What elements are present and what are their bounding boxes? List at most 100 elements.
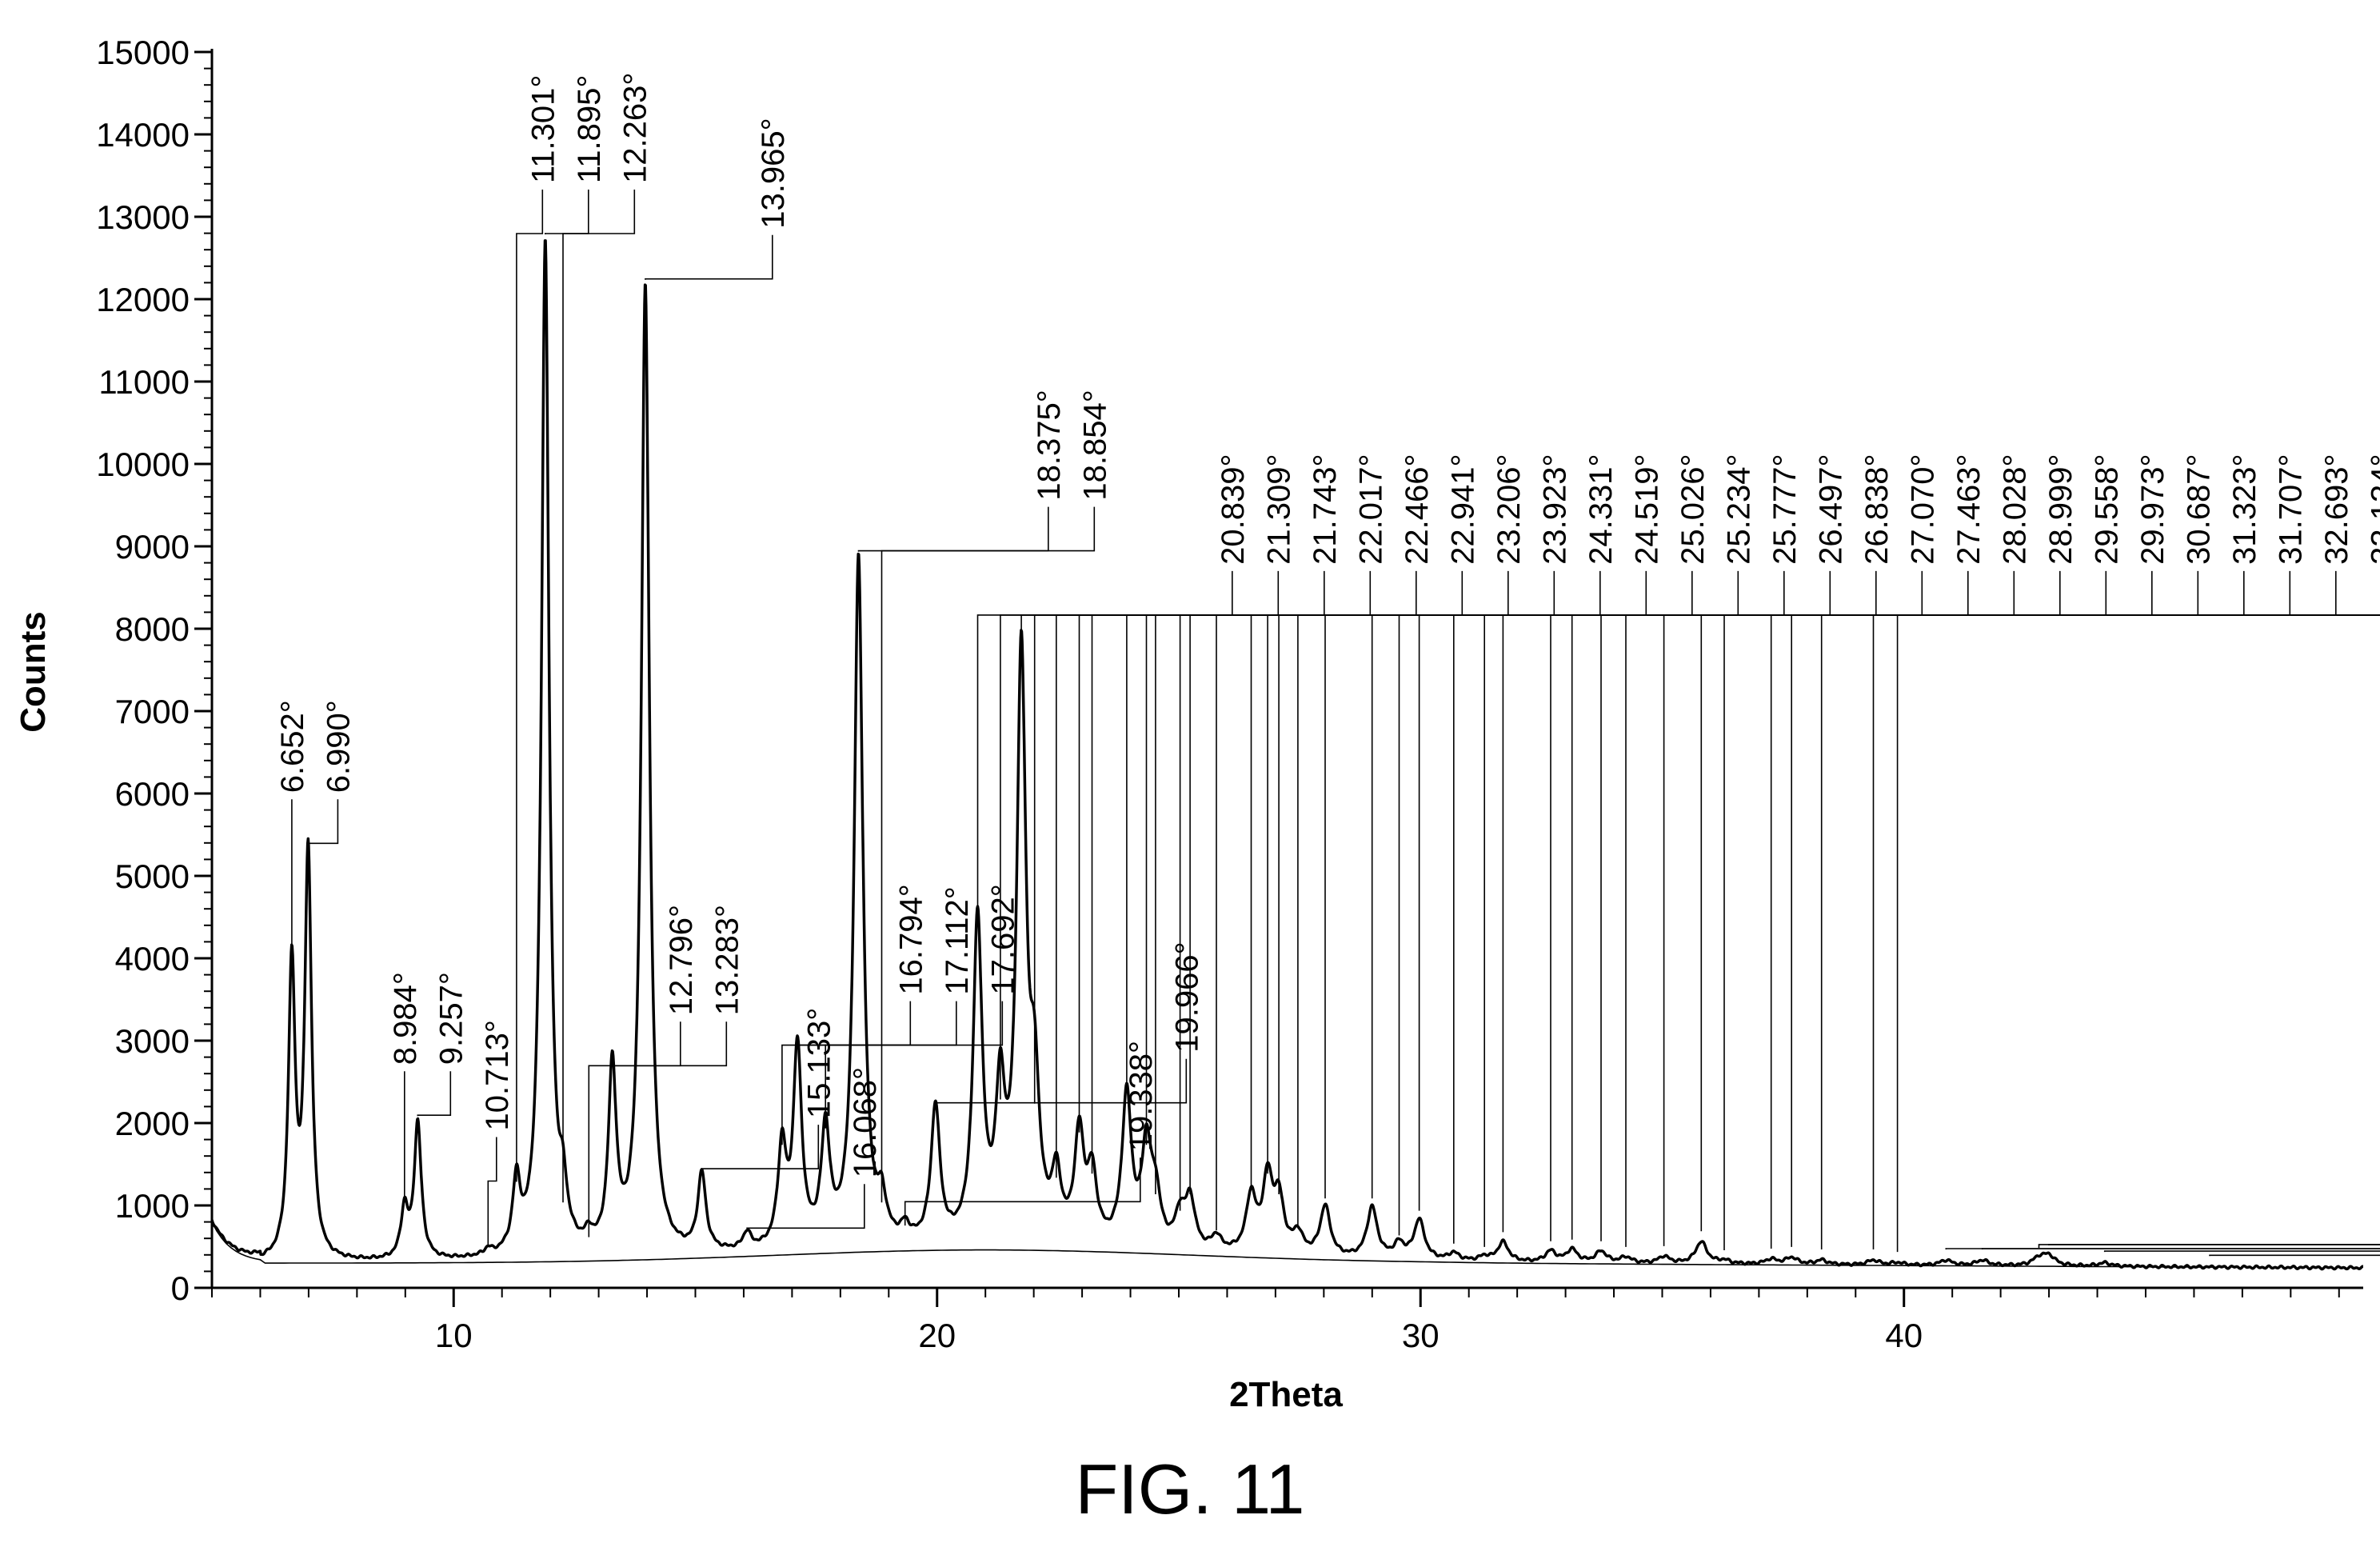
peak-label: 22.941° xyxy=(1445,454,1480,565)
peak-label: 13.283° xyxy=(709,905,745,1015)
axes: 0 1000 2000 3000 4000 5000 6000 7000 8000 9000 100… xyxy=(96,34,2363,1354)
y-tick-label: 12000 xyxy=(96,281,190,318)
y-tick-label: 6000 xyxy=(115,775,190,813)
peak-leader xyxy=(1453,570,2199,1244)
y-tick-label: 4000 xyxy=(115,940,190,977)
peak-label: 12.796° xyxy=(664,905,699,1015)
peak-leader xyxy=(1791,614,2380,1247)
peak-label: 26.838° xyxy=(1859,454,1895,565)
y-tick-label: 0 xyxy=(171,1269,190,1307)
peak-label: 15.133° xyxy=(801,1008,837,1118)
peak-label: 8.984° xyxy=(388,972,423,1065)
peak-leader xyxy=(645,234,773,280)
peak-leader xyxy=(1216,570,1785,1231)
peak-leader xyxy=(1000,570,1280,1100)
peak-leader xyxy=(1820,614,2380,1249)
peak-label: 22.466° xyxy=(1400,454,1435,565)
diffraction-trace xyxy=(210,239,2365,1271)
peak-label: 26.497° xyxy=(1813,454,1848,565)
peak-leader xyxy=(1418,570,2153,1211)
peak-label: 20.839° xyxy=(1216,454,1251,565)
peak-label: 11.895° xyxy=(572,75,607,183)
baseline-curve xyxy=(211,1221,2218,1268)
peak-label: 19.966° xyxy=(1169,941,1204,1052)
peak-leader xyxy=(1297,570,1969,1228)
y-tick-label: 14000 xyxy=(96,116,190,154)
peak-label: 27.070° xyxy=(1905,454,1940,565)
peak-label: 31.323° xyxy=(2227,454,2262,565)
y-tick-label: 2000 xyxy=(115,1105,190,1142)
peak-leader xyxy=(2209,1254,2380,1257)
peak-leader xyxy=(1179,570,1693,1211)
peak-leader xyxy=(1945,1248,2380,1249)
x-axis-title: 2Theta xyxy=(1229,1375,1343,1414)
peak-label: 10.713° xyxy=(480,1020,515,1130)
peak-label: 11.301° xyxy=(525,75,561,183)
peak-leaders xyxy=(291,190,2380,1257)
peak-label: 33.134° xyxy=(2365,454,2380,565)
peak-label: 16.068° xyxy=(848,1067,883,1177)
peak-leader xyxy=(1324,570,2015,1199)
background-baseline xyxy=(211,1221,2218,1268)
peak-leader xyxy=(2038,1244,2380,1248)
peak-leader xyxy=(487,1137,497,1245)
peak-label: 23.923° xyxy=(1537,454,1572,565)
y-tick-label: 13000 xyxy=(96,198,190,236)
peak-leader xyxy=(1625,614,2380,1247)
peak-label: 9.257° xyxy=(433,972,469,1065)
peak-leader xyxy=(611,1021,728,1067)
peak-label: 28.999° xyxy=(2043,454,2079,565)
x-tick-label: 10 xyxy=(435,1317,473,1354)
peak-label: 24.331° xyxy=(1583,454,1619,565)
peak-label: 21.309° xyxy=(1261,454,1296,565)
peak-label: 6.990° xyxy=(321,700,356,793)
peak-leader xyxy=(857,506,1049,552)
y-tick-label: 11000 xyxy=(98,363,190,401)
figure-caption: FIG. 11 xyxy=(1075,1449,1305,1529)
peak-leader xyxy=(1872,614,2380,1249)
y-tick-label: 1000 xyxy=(115,1187,190,1225)
peak-label: 31.707° xyxy=(2273,454,2308,565)
peak-label: 29.558° xyxy=(2089,454,2124,565)
peak-label: 25.026° xyxy=(1675,454,1711,565)
peak-leader xyxy=(825,1001,1004,1129)
peak-label: 30.687° xyxy=(2181,454,2216,565)
peak-leader xyxy=(544,190,589,234)
peak-label: 29.973° xyxy=(2135,454,2170,565)
peak-label: 12.263° xyxy=(617,73,653,183)
peak-leader xyxy=(1723,614,2380,1250)
peak-label: 16.794° xyxy=(893,884,928,994)
peak-leader xyxy=(1896,614,2380,1253)
y-tick-label: 8000 xyxy=(115,610,190,648)
peak-leader xyxy=(1600,614,2380,1241)
peak-leader xyxy=(1056,570,1417,1178)
y-tick-label: 7000 xyxy=(115,693,190,730)
peak-label: 13.965° xyxy=(756,118,791,228)
peak-leader xyxy=(904,1157,1141,1226)
peak-leader xyxy=(1250,570,1831,1190)
peak-label: 17.112° xyxy=(940,886,975,994)
peak-label: 18.375° xyxy=(1032,390,1067,500)
peak-label: 17.692° xyxy=(985,884,1020,994)
y-tick-label: 3000 xyxy=(115,1022,190,1060)
peak-label: 27.463° xyxy=(1951,454,1987,565)
peak-label: 22.017° xyxy=(1353,454,1388,565)
peak-leader xyxy=(1484,570,2245,1247)
peak-leader xyxy=(417,1071,452,1117)
peak-leader xyxy=(881,506,1096,1203)
peak-label: 19.338° xyxy=(1124,1041,1159,1151)
peak-label: 21.743° xyxy=(1308,454,1343,565)
peak-label: 25.234° xyxy=(1721,454,1756,565)
peak-leader xyxy=(1502,570,2291,1233)
peak-leader xyxy=(1981,1248,2380,1249)
peak-label: 28.028° xyxy=(1997,454,2032,565)
peak-leader xyxy=(2048,1244,2380,1245)
peak-label: 23.206° xyxy=(1491,454,1527,565)
y-axis-title: Counts xyxy=(14,611,53,733)
peak-leader xyxy=(2103,1250,2380,1253)
y-tick-label: 5000 xyxy=(115,857,190,895)
peak-leader xyxy=(1398,570,2107,1236)
peak-leader xyxy=(516,190,544,1182)
x-tick-label: 30 xyxy=(1402,1317,1440,1354)
